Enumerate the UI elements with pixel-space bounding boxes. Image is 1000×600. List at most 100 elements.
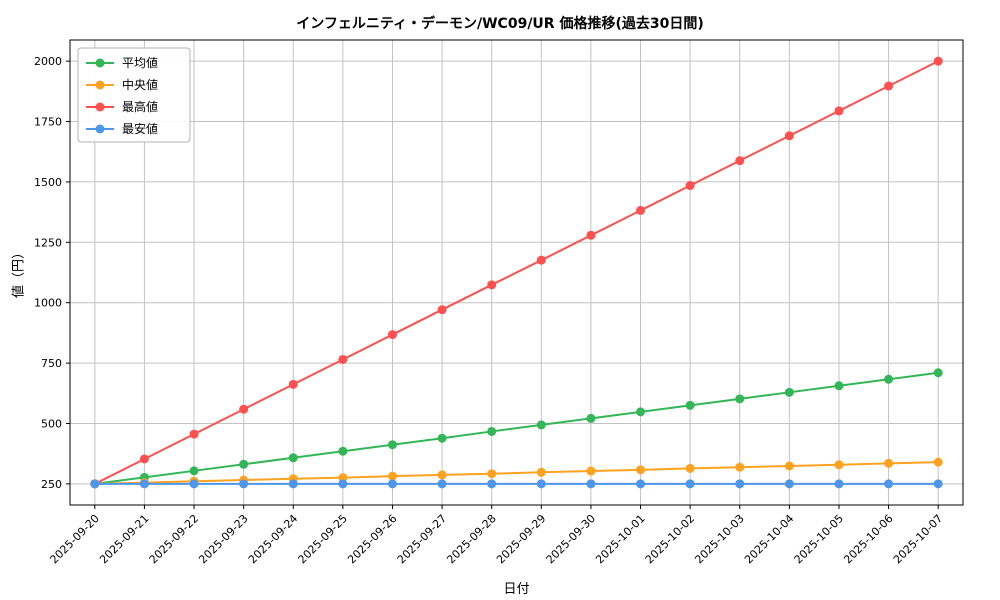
- data-point: [933, 479, 943, 489]
- data-point: [834, 106, 844, 116]
- x-tick-label: 2025-09-29: [494, 512, 548, 566]
- data-point: [536, 467, 546, 477]
- data-point: [437, 305, 447, 315]
- x-tick-label: 2025-09-23: [196, 512, 250, 566]
- legend-marker: [95, 58, 105, 68]
- data-point: [586, 466, 596, 476]
- legend-box: [77, 47, 191, 143]
- data-point: [239, 404, 249, 414]
- data-point: [288, 479, 298, 489]
- x-tick-label: 2025-10-02: [643, 512, 697, 566]
- series-line-3: [94, 60, 939, 485]
- data-point: [735, 156, 745, 166]
- y-tick-label: 1750: [34, 116, 62, 129]
- legend-marker: [95, 80, 105, 90]
- data-point: [387, 330, 397, 340]
- data-point: [189, 479, 199, 489]
- data-point: [784, 479, 794, 489]
- data-point: [387, 479, 397, 489]
- x-tick-label: 2025-10-05: [792, 512, 846, 566]
- data-point: [933, 368, 943, 378]
- data-point: [487, 479, 497, 489]
- data-point: [288, 379, 298, 389]
- x-tick-label: 2025-09-22: [147, 512, 201, 566]
- data-point: [139, 454, 149, 464]
- legend-label: 最安値: [122, 121, 158, 136]
- plot-border: [69, 39, 964, 506]
- y-tick-label: 2000: [34, 55, 62, 68]
- data-point: [784, 461, 794, 471]
- x-tick-label: 2025-09-27: [395, 512, 449, 566]
- data-point: [735, 394, 745, 404]
- data-point: [735, 479, 745, 489]
- y-tick-label: 750: [41, 357, 62, 370]
- legend-marker: [95, 124, 105, 134]
- x-tick-label: 2025-10-03: [692, 512, 746, 566]
- legend-marker: [95, 102, 105, 112]
- data-point: [338, 354, 348, 364]
- data-point: [239, 459, 249, 469]
- data-point: [834, 381, 844, 391]
- data-point: [933, 457, 943, 467]
- data-point: [884, 479, 894, 489]
- legend-label: 中央値: [122, 77, 158, 92]
- series-line-1: [94, 371, 939, 485]
- data-point: [536, 479, 546, 489]
- data-point: [636, 479, 646, 489]
- data-point: [387, 471, 397, 481]
- data-point: [685, 479, 695, 489]
- data-point: [338, 479, 348, 489]
- data-point: [189, 466, 199, 476]
- legend-label: 最高値: [122, 99, 158, 114]
- x-tick-label: 2025-09-28: [444, 512, 498, 566]
- chart-title: インフェルニティ・デーモン/WC09/UR 価格推移(過去30日間): [296, 16, 704, 32]
- x-tick-label: 2025-10-06: [841, 512, 895, 566]
- data-point: [487, 426, 497, 436]
- x-tick-label: 2025-09-20: [48, 512, 102, 566]
- data-point: [437, 479, 447, 489]
- data-point: [288, 453, 298, 463]
- data-point: [636, 407, 646, 417]
- data-point: [685, 463, 695, 473]
- data-point: [487, 469, 497, 479]
- x-axis-label: 日付: [503, 582, 530, 597]
- y-tick-label: 250: [41, 478, 62, 491]
- data-point: [784, 387, 794, 397]
- x-tick-label: 2025-09-30: [544, 512, 598, 566]
- data-point: [685, 181, 695, 191]
- data-point: [586, 230, 596, 240]
- x-tick-label: 2025-09-25: [296, 512, 350, 566]
- data-point: [735, 462, 745, 472]
- data-point: [338, 446, 348, 456]
- x-tick-label: 2025-10-07: [891, 512, 945, 566]
- x-tick-label: 2025-10-04: [742, 512, 796, 566]
- data-point: [189, 429, 199, 439]
- data-point: [139, 479, 149, 489]
- data-point: [387, 440, 397, 450]
- data-point: [487, 280, 497, 290]
- data-point: [784, 131, 794, 141]
- data-point: [536, 255, 546, 265]
- data-point: [834, 479, 844, 489]
- data-point: [536, 420, 546, 430]
- data-point: [586, 413, 596, 423]
- y-tick-label: 1250: [34, 236, 62, 249]
- data-point: [884, 458, 894, 468]
- y-tick-label: 1500: [34, 176, 62, 189]
- data-point: [636, 465, 646, 475]
- data-point: [239, 479, 249, 489]
- y-tick-label: 500: [41, 417, 62, 430]
- data-point: [636, 205, 646, 215]
- x-tick-label: 2025-09-24: [246, 512, 300, 566]
- data-point: [834, 460, 844, 470]
- data-point: [884, 81, 894, 91]
- data-point: [90, 479, 100, 489]
- data-point: [933, 56, 943, 66]
- x-tick-label: 2025-10-01: [593, 512, 647, 566]
- x-tick-label: 2025-09-21: [97, 512, 151, 566]
- x-tick-label: 2025-09-26: [345, 512, 399, 566]
- data-point: [437, 433, 447, 443]
- data-point: [685, 400, 695, 410]
